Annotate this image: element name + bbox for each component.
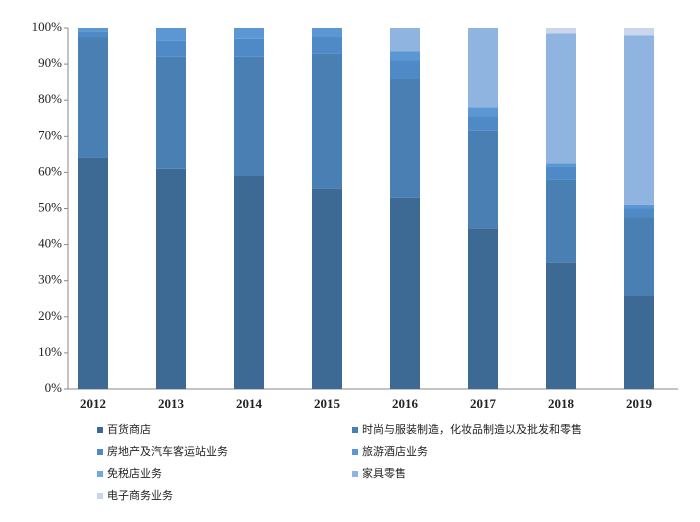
bar-segment xyxy=(546,163,576,167)
bar-segment xyxy=(390,78,420,198)
y-tick-label: 70% xyxy=(38,127,62,142)
y-tick-label: 80% xyxy=(38,91,62,106)
bar-segment xyxy=(234,176,264,389)
bar-segment xyxy=(390,197,420,389)
bar-segment xyxy=(468,107,498,117)
legend-swatch xyxy=(352,449,358,455)
y-tick-label: 100% xyxy=(32,19,63,34)
bar-segment xyxy=(78,37,108,158)
bar-segment xyxy=(546,33,576,164)
bar-segment xyxy=(546,262,576,389)
bar-segment xyxy=(546,179,576,263)
bar-segment xyxy=(468,28,498,108)
bar-segment xyxy=(312,53,342,189)
bar-segment xyxy=(78,157,108,389)
legend-swatch xyxy=(352,471,358,477)
x-tick-label: 2017 xyxy=(470,396,497,411)
bar-segment xyxy=(624,204,654,209)
bar-segment xyxy=(624,35,654,205)
legend-swatch xyxy=(352,427,358,433)
y-tick-label: 30% xyxy=(38,272,62,287)
bar-segment xyxy=(390,60,420,79)
bar-segment xyxy=(468,130,498,229)
y-tick-label: 90% xyxy=(38,55,62,70)
bar-segment xyxy=(312,37,342,54)
x-tick-label: 2012 xyxy=(80,396,106,411)
bar-segment xyxy=(234,38,264,57)
legend-label: 家具零售 xyxy=(362,466,406,480)
bar-segment xyxy=(546,166,576,180)
bar-segment xyxy=(468,116,498,131)
bar-segment xyxy=(234,56,264,177)
y-tick-label: 40% xyxy=(38,236,62,251)
bar-segment xyxy=(624,217,654,296)
bar-segment xyxy=(468,228,498,389)
legend-label: 时尚与服装制造，化妆品制造以及批发和零售 xyxy=(362,422,582,436)
bar-segment xyxy=(78,31,108,38)
x-tick-label: 2013 xyxy=(158,396,185,411)
x-tick-label: 2016 xyxy=(392,396,419,411)
legend-swatch xyxy=(97,493,103,499)
x-tick-label: 2015 xyxy=(314,396,341,411)
x-tick-label: 2014 xyxy=(236,396,263,411)
bar-segment xyxy=(156,28,186,41)
legend-label: 百货商店 xyxy=(107,422,151,436)
bar-segment xyxy=(78,28,108,32)
legend-swatch xyxy=(97,427,103,433)
x-tick-label: 2018 xyxy=(548,396,575,411)
bar-segment xyxy=(546,28,576,34)
legend-label: 电子商务业务 xyxy=(107,488,173,502)
bar-segment xyxy=(390,28,420,52)
bar-segment xyxy=(156,56,186,169)
bar-segment xyxy=(390,51,420,61)
x-tick-label: 2019 xyxy=(626,396,653,411)
legend-label: 旅游酒店业务 xyxy=(362,444,428,458)
bar-segment xyxy=(624,28,654,36)
bar-segment xyxy=(624,295,654,389)
legend-label: 房地产及汽车客运站业务 xyxy=(107,444,228,458)
y-tick-label: 0% xyxy=(45,380,63,395)
legend-label: 免税店业务 xyxy=(107,466,162,480)
legend-swatch xyxy=(97,449,103,455)
y-tick-label: 20% xyxy=(38,308,62,323)
bar-segment xyxy=(312,188,342,389)
bar-segment xyxy=(156,40,186,57)
bar-segment xyxy=(156,168,186,389)
bar-segment xyxy=(624,208,654,218)
y-tick-label: 10% xyxy=(38,344,62,359)
y-tick-label: 60% xyxy=(38,163,62,178)
legend-swatch xyxy=(97,471,103,477)
y-tick-label: 50% xyxy=(38,199,62,214)
bar-segment xyxy=(234,28,264,39)
bar-segment xyxy=(312,28,342,38)
